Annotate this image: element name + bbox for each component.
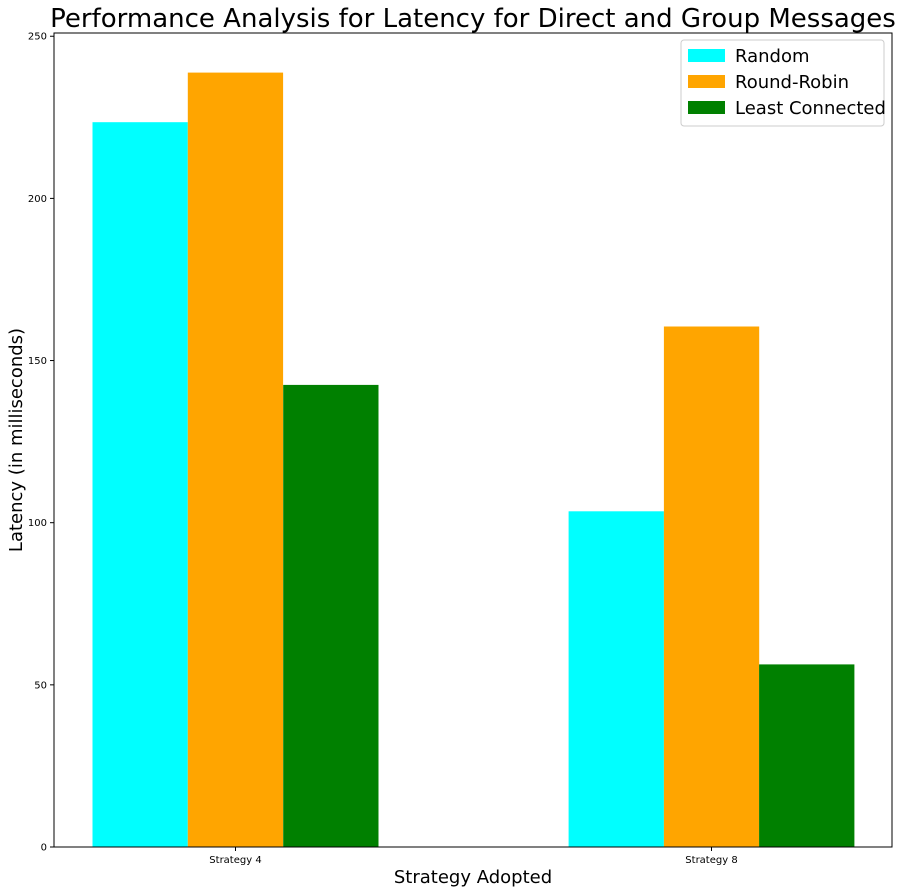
legend: Random Round-Robin Least Connected (680, 39, 886, 127)
x-axis-label: Strategy Adopted (394, 867, 552, 888)
bar-random-strategy-8 (568, 511, 664, 847)
y-axis-label: Latency (in milliseconds) (6, 328, 27, 552)
axes-frame (53, 32, 893, 848)
y-tick-label: 200 (28, 194, 47, 205)
legend-swatch-round-robin (688, 75, 725, 88)
y-tick-label: 0 (41, 843, 47, 854)
bar-least-connected-strategy-4 (283, 384, 379, 847)
legend-swatch-random (688, 49, 725, 62)
legend-label-random: Random (735, 46, 810, 67)
legend-label-round-robin: Round-Robin (735, 72, 849, 93)
plot-area: 0 50 100 150 200 250 Strategy 4 Strategy 8 (28, 32, 893, 866)
bar-round-robin-strategy-4 (187, 72, 284, 848)
legend-swatch-least-connected (688, 101, 725, 114)
x-tick-label: Strategy 4 (209, 855, 261, 866)
y-tick-label: 250 (28, 32, 47, 43)
y-tick-label: 100 (28, 518, 47, 529)
bar-random-strategy-4 (92, 122, 188, 847)
y-tick-label: 50 (34, 680, 47, 691)
y-tick-label: 150 (28, 356, 47, 367)
bar-least-connected-strategy-8 (759, 664, 855, 847)
chart-title: Performance Analysis for Latency for Dir… (50, 4, 896, 34)
bar-round-robin-strategy-8 (663, 326, 760, 847)
legend-label-least-connected: Least Connected (735, 98, 886, 119)
legend-box (680, 39, 885, 127)
x-tick-label: Strategy 8 (685, 855, 737, 866)
